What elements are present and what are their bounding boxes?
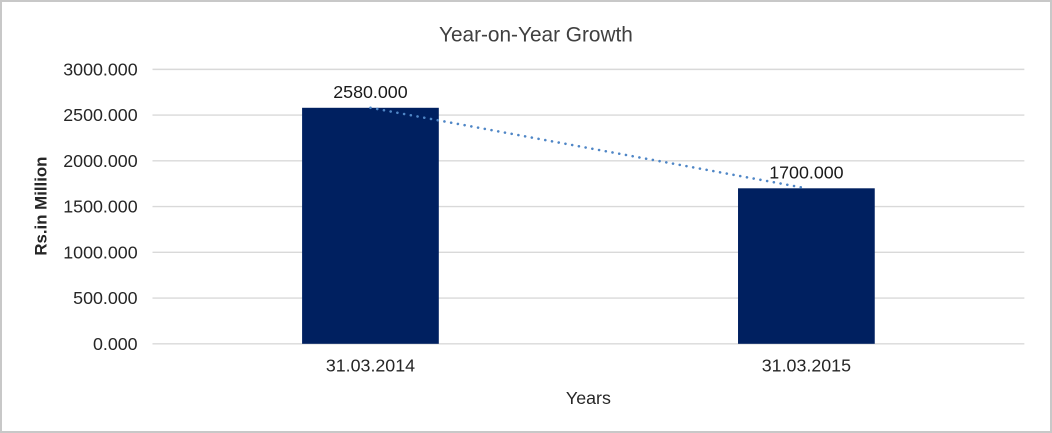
y-tick-label: 2500.000 — [63, 105, 137, 125]
series-layer — [302, 106, 875, 344]
x-tick-label: 31.03.2014 — [326, 356, 415, 376]
y-axis-title: Rs.in Million — [31, 157, 50, 256]
y-tick-label: 1000.000 — [63, 242, 137, 262]
y-tick-label: 1500.000 — [63, 197, 137, 217]
x-axis-title: Years — [566, 388, 611, 408]
y-tick-label: 2000.000 — [63, 151, 137, 171]
bar[interactable] — [302, 107, 439, 344]
y-tick-label: 500.000 — [73, 288, 138, 308]
y-tick-label: 3000.000 — [63, 59, 137, 79]
chart-title: Year-on-Year Growth — [439, 24, 633, 47]
x-tick-label: 31.03.2015 — [762, 356, 851, 376]
trendline[interactable] — [369, 106, 808, 190]
labels-layer: 0.000 500.000 1000.000 1500.000 2000.000 2500… — [63, 59, 851, 375]
y-tick-label: 0.000 — [93, 334, 138, 354]
gridlines-layer — [152, 68, 1025, 345]
data-label: 1700.000 — [769, 162, 843, 182]
data-label: 2580.000 — [333, 82, 407, 102]
bar[interactable] — [738, 188, 875, 344]
